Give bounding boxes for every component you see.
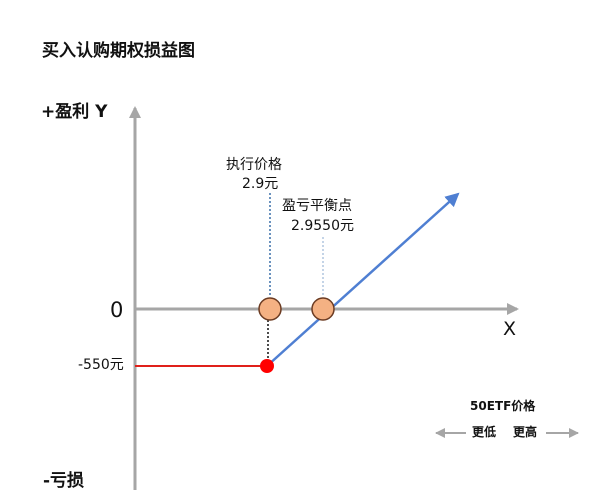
max-loss-label: -550元: [78, 357, 124, 373]
y-axis-profit-label: +盈利 Y: [41, 102, 108, 122]
legend-lower-label: 更低: [472, 425, 497, 439]
breakeven-value: 2.9550元: [291, 218, 354, 234]
x-axis-label: X: [503, 318, 517, 340]
max-loss-point: [260, 359, 274, 373]
strike-price-point: [258, 297, 282, 321]
breakeven-label: 盈亏平衡点: [282, 198, 352, 214]
breakeven-point: [311, 297, 335, 321]
strike-price-value: 2.9元: [242, 176, 279, 192]
profit-line: [266, 192, 460, 367]
legend-higher-label: 更高: [513, 425, 538, 439]
y-axis-loss-label: -亏损: [43, 471, 85, 491]
legend-title: 50ETF价格: [470, 399, 536, 413]
diagram-title: 买入认购期权损益图: [42, 41, 195, 61]
zero-label: 0: [110, 298, 124, 322]
strike-price-label: 执行价格: [226, 157, 282, 173]
